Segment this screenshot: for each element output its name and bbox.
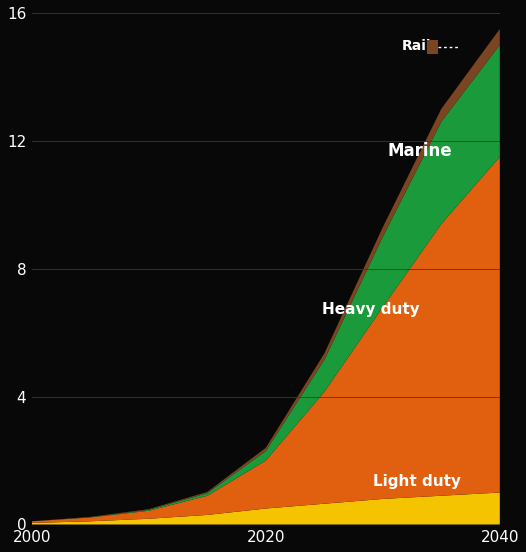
Bar <box>427 40 438 54</box>
Text: Heavy duty: Heavy duty <box>322 302 420 317</box>
Text: Rail: Rail <box>401 39 431 53</box>
Text: Light duty: Light duty <box>373 474 461 489</box>
Text: Marine: Marine <box>388 142 452 160</box>
